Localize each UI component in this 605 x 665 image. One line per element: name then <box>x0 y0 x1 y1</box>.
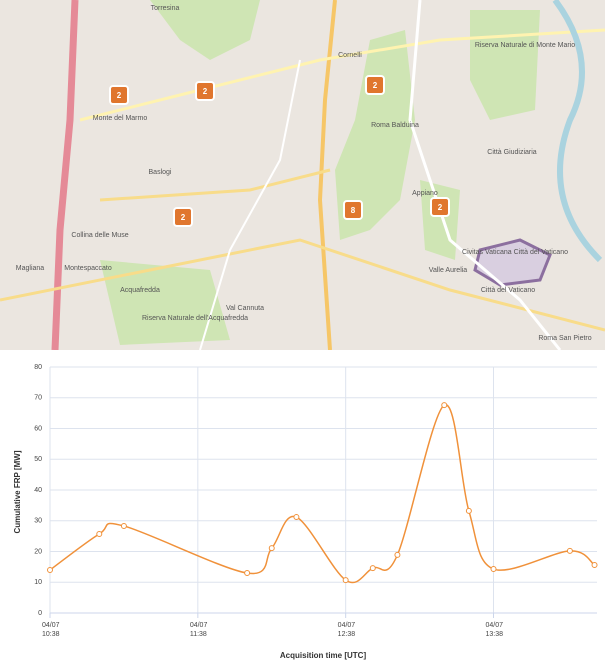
place-label: Valle Aurelia <box>429 267 468 274</box>
cluster-count: 2 <box>117 91 122 100</box>
place-label: Val Cannuta <box>226 305 264 312</box>
place-label: Monte del Marmo <box>93 115 148 122</box>
y-tick-label: 20 <box>34 548 42 555</box>
data-point <box>490 566 497 573</box>
place-label: Appiano <box>412 190 438 197</box>
map[interactable]: 2 2 2 2 8 2 Torresina Monte del Marmo Baslogi Col… <box>0 0 605 350</box>
series-line <box>49 404 596 584</box>
data-point <box>293 514 300 521</box>
vatican-border <box>473 238 552 287</box>
y-tick-label: 10 <box>34 579 42 586</box>
cluster-count: 2 <box>438 203 443 212</box>
y-tick-label: 30 <box>34 518 42 525</box>
chart: Cumulative FRP [MW] Acquisition time [UT… <box>13 364 598 660</box>
data-point <box>591 562 598 569</box>
data-point <box>566 547 573 554</box>
place-label: Roma San Pietro <box>538 335 591 342</box>
place-label: Torresina <box>151 5 180 12</box>
data-point <box>120 522 127 529</box>
data-point <box>441 402 448 409</box>
place-label: Città del Vaticano <box>481 287 535 294</box>
y-axis-title: Cumulative FRP [MW] <box>13 450 22 533</box>
place-label: Roma Balduina <box>371 122 419 129</box>
data-point <box>465 507 472 514</box>
place-label: Riserva Naturale dell'Acquafredda <box>142 315 248 322</box>
data-point <box>394 551 401 558</box>
place-label: Magliana <box>16 265 45 272</box>
y-tick-label: 40 <box>34 487 42 494</box>
cluster-count: 2 <box>373 81 378 90</box>
cluster-marker[interactable] <box>195 81 215 101</box>
roads <box>0 0 605 350</box>
data-point <box>96 530 103 537</box>
place-label: Baslogi <box>149 169 172 176</box>
place-label: Cornelli <box>338 52 362 59</box>
place-label: Città Giudiziaria <box>487 149 537 156</box>
data-point <box>47 566 53 573</box>
place-label: Civitas Vaticana Città del Vaticano <box>462 249 568 256</box>
y-tick-label: 60 <box>34 425 42 432</box>
place-label: Collina delle Muse <box>71 232 128 239</box>
y-tick-label: 50 <box>34 456 42 463</box>
x-tick-label: 04/07 11:38 <box>189 622 208 638</box>
cluster-marker[interactable] <box>430 197 450 217</box>
x-axis-title: Acquisition time [UTC] <box>280 651 367 660</box>
place-label: Montespaccato <box>64 265 112 272</box>
cluster-count: 8 <box>351 206 356 215</box>
x-tick-label: 04/07 12:38 <box>337 622 356 638</box>
data-point <box>268 545 275 552</box>
data-point <box>244 570 251 577</box>
y-tick-label: 70 <box>34 395 42 402</box>
cluster-count: 2 <box>181 213 186 222</box>
x-tick-label: 04/07 13:38 <box>485 622 504 638</box>
data-point <box>369 565 376 572</box>
data-point <box>342 577 349 584</box>
y-tick-label: 0 <box>38 610 42 617</box>
x-tick-label: 04/07 10:38 <box>42 622 60 638</box>
cluster-marker[interactable] <box>343 200 363 220</box>
cluster-marker[interactable] <box>109 85 129 105</box>
place-label: Acquafredda <box>120 287 160 294</box>
cluster-marker[interactable] <box>173 207 193 227</box>
cluster-count: 2 <box>203 87 208 96</box>
y-tick-label: 80 <box>34 364 42 371</box>
place-label: Riserva Naturale di Monte Mario <box>475 42 575 49</box>
cluster-marker[interactable] <box>365 75 385 95</box>
